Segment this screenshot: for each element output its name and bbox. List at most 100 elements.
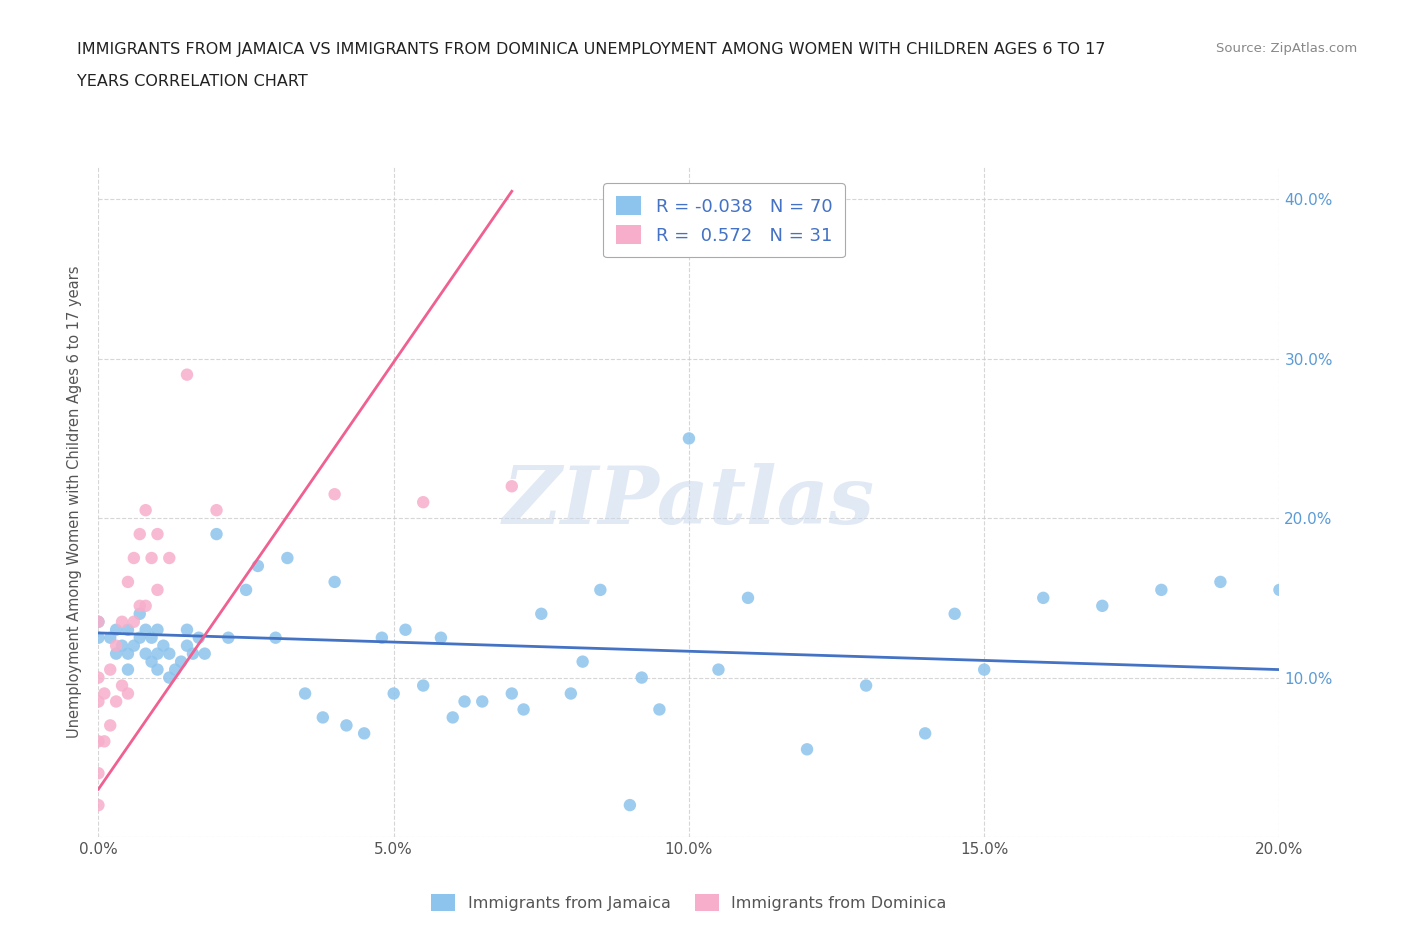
Point — [1032, 591, 1054, 605]
Point — [141, 631, 163, 645]
Point — [1091, 598, 1114, 613]
Point — [141, 551, 163, 565]
Point — [323, 575, 346, 590]
Point — [105, 646, 128, 661]
Point — [412, 678, 434, 693]
Y-axis label: Unemployment Among Women with Children Ages 6 to 17 years: Unemployment Among Women with Children A… — [67, 266, 83, 738]
Point — [335, 718, 357, 733]
Point — [128, 606, 150, 621]
Point — [152, 638, 174, 653]
Point — [371, 631, 394, 645]
Point — [117, 575, 139, 590]
Point — [111, 678, 134, 693]
Point — [117, 646, 139, 661]
Point — [87, 734, 110, 749]
Legend: R = -0.038   N = 70, R =  0.572   N = 31: R = -0.038 N = 70, R = 0.572 N = 31 — [603, 183, 845, 258]
Point — [146, 646, 169, 661]
Point — [855, 678, 877, 693]
Point — [441, 710, 464, 724]
Point — [530, 606, 553, 621]
Point — [914, 726, 936, 741]
Point — [98, 631, 121, 645]
Point — [87, 631, 110, 645]
Point — [737, 591, 759, 605]
Point — [98, 662, 121, 677]
Point — [135, 503, 157, 518]
Point — [87, 615, 110, 630]
Point — [87, 694, 110, 709]
Point — [619, 798, 641, 813]
Point — [353, 726, 375, 741]
Point — [146, 526, 169, 541]
Point — [382, 686, 405, 701]
Point — [135, 598, 157, 613]
Point — [105, 638, 128, 653]
Point — [122, 615, 145, 630]
Point — [678, 431, 700, 445]
Point — [217, 631, 239, 645]
Point — [412, 495, 434, 510]
Point — [560, 686, 582, 701]
Point — [117, 662, 139, 677]
Point — [117, 622, 139, 637]
Point — [246, 559, 269, 574]
Point — [87, 765, 110, 780]
Point — [176, 367, 198, 382]
Point — [430, 631, 453, 645]
Text: YEARS CORRELATION CHART: YEARS CORRELATION CHART — [77, 74, 308, 89]
Point — [973, 662, 995, 677]
Point — [276, 551, 298, 565]
Point — [176, 622, 198, 637]
Point — [111, 615, 134, 630]
Point — [323, 486, 346, 501]
Point — [141, 654, 163, 669]
Point — [501, 686, 523, 701]
Point — [146, 622, 169, 637]
Point — [157, 551, 180, 565]
Point — [87, 615, 110, 630]
Point — [205, 526, 228, 541]
Point — [111, 638, 134, 653]
Point — [146, 582, 169, 597]
Point — [128, 598, 150, 613]
Point — [453, 694, 475, 709]
Point — [165, 662, 187, 677]
Point — [707, 662, 730, 677]
Point — [1209, 575, 1232, 590]
Point — [294, 686, 316, 701]
Point — [105, 694, 128, 709]
Point — [122, 551, 145, 565]
Point — [122, 638, 145, 653]
Point — [93, 734, 115, 749]
Point — [943, 606, 966, 621]
Point — [630, 671, 652, 685]
Legend: Immigrants from Jamaica, Immigrants from Dominica: Immigrants from Jamaica, Immigrants from… — [425, 887, 953, 917]
Text: ZIPatlas: ZIPatlas — [503, 463, 875, 541]
Point — [117, 686, 139, 701]
Point — [512, 702, 534, 717]
Point — [648, 702, 671, 717]
Point — [98, 718, 121, 733]
Point — [187, 631, 209, 645]
Point — [796, 742, 818, 757]
Point — [157, 671, 180, 685]
Point — [235, 582, 257, 597]
Point — [135, 646, 157, 661]
Point — [157, 646, 180, 661]
Point — [1150, 582, 1173, 597]
Point — [135, 622, 157, 637]
Point — [194, 646, 217, 661]
Point — [471, 694, 494, 709]
Point — [146, 662, 169, 677]
Point — [205, 503, 228, 518]
Point — [589, 582, 612, 597]
Point — [571, 654, 593, 669]
Point — [181, 646, 204, 661]
Point — [105, 622, 128, 637]
Point — [394, 622, 416, 637]
Point — [87, 671, 110, 685]
Point — [312, 710, 335, 724]
Point — [128, 631, 150, 645]
Point — [501, 479, 523, 494]
Text: Source: ZipAtlas.com: Source: ZipAtlas.com — [1216, 42, 1357, 55]
